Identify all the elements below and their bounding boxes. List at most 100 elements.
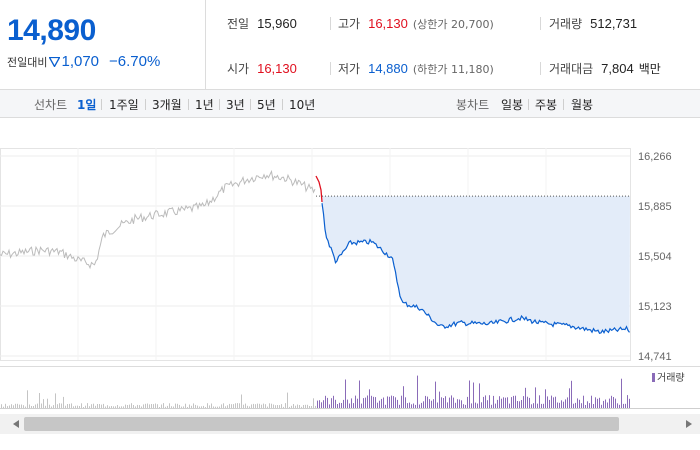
volume-bar	[105, 406, 106, 408]
candle-weekly[interactable]: 주봉	[535, 98, 558, 112]
volume-bar	[325, 395, 326, 408]
price-chart[interactable]: 16,266 15,885 15,504 15,123 14,741 거래량	[0, 118, 700, 450]
volume-legend-label: 거래량	[657, 372, 685, 384]
volume-bar	[399, 404, 400, 408]
volume-bar	[91, 404, 92, 408]
stock-quote-panel: 14,890 전일대비 1,070 −6.70% 전일 15,960 고가 16…	[0, 0, 700, 90]
volume-bar	[329, 404, 330, 408]
volume-bar	[589, 403, 590, 408]
volume-bar	[319, 400, 320, 408]
volume-bar	[575, 402, 576, 408]
period-1y[interactable]: 1년	[195, 98, 214, 112]
volume-bar	[261, 404, 262, 408]
volume-bar	[103, 403, 104, 408]
volume-bar	[463, 404, 464, 408]
volume-bar	[281, 404, 282, 408]
volume-bar	[611, 395, 612, 408]
change-value: 1,070	[61, 53, 100, 70]
volume-bar	[55, 393, 56, 408]
triangle-right-icon[interactable]	[686, 420, 692, 428]
period-1d[interactable]: 1일	[77, 98, 97, 112]
volume-bar	[475, 402, 476, 408]
scrollbar-thumb[interactable]	[24, 417, 619, 431]
volume-bar	[153, 404, 154, 408]
period-5y[interactable]: 5년	[257, 98, 276, 112]
volume-bar	[109, 406, 110, 408]
volume-bar	[439, 391, 440, 408]
volume-bar	[263, 403, 264, 408]
volume-bar	[275, 405, 276, 408]
period-3m[interactable]: 3개월	[152, 98, 182, 112]
volume-bar	[19, 404, 20, 408]
volume-bar	[385, 404, 386, 408]
volume-bar	[87, 403, 88, 408]
volume-bar	[375, 397, 376, 408]
volume-bar	[197, 405, 198, 408]
candle-monthly[interactable]: 월봉	[571, 98, 594, 112]
volume-bar	[17, 403, 18, 408]
volume-bar	[413, 403, 414, 408]
volume-bar	[163, 403, 164, 408]
triangle-left-icon[interactable]	[13, 420, 19, 428]
volume-bar	[539, 395, 540, 408]
volume-bar	[477, 403, 478, 408]
volume-bar	[601, 404, 602, 408]
volume-bar	[223, 403, 224, 408]
volume-bar	[273, 404, 274, 408]
volume-bar	[351, 398, 352, 408]
divider	[330, 17, 331, 30]
volume-bar	[595, 397, 596, 408]
volume-bar	[409, 402, 410, 408]
volume-bar	[569, 388, 570, 408]
volume-bar	[359, 380, 360, 408]
volume-bar	[67, 404, 68, 408]
volume-bar	[315, 405, 316, 408]
volume-bar	[373, 396, 374, 408]
volume-bar	[461, 400, 462, 408]
volume-bar	[491, 404, 492, 408]
volume-bar	[515, 395, 516, 408]
volume-bar	[145, 403, 146, 408]
volume-bar	[453, 397, 454, 408]
stat-open: 시가 16,130	[227, 60, 297, 77]
period-3y[interactable]: 3년	[226, 98, 245, 112]
volume-bar	[331, 398, 332, 408]
volume-bar	[349, 403, 350, 408]
period-1w[interactable]: 1주일	[109, 98, 139, 112]
candle-daily[interactable]: 일봉	[501, 98, 524, 112]
volume-bar	[201, 406, 202, 408]
volume-bar	[143, 404, 144, 408]
volume-bar	[307, 404, 308, 408]
volume-bar	[523, 396, 524, 408]
volume-bar	[565, 399, 566, 408]
volume-bar	[525, 387, 526, 408]
volume-bar	[53, 405, 54, 408]
volume-bar	[129, 404, 130, 408]
volume-bar	[43, 399, 44, 408]
volume-bar	[471, 403, 472, 408]
volume-bar	[411, 404, 412, 408]
volume-bar	[171, 406, 172, 408]
volume-value: 512,731	[590, 16, 638, 31]
line-chart-title: 선차트	[34, 98, 68, 112]
volume-bar	[299, 405, 300, 408]
volume-bar	[233, 404, 234, 408]
volume-bar	[397, 399, 398, 408]
trade-value-label: 거래대금	[549, 62, 594, 76]
volume-bar	[365, 397, 366, 408]
volume-bar	[33, 406, 34, 408]
volume-bar	[9, 405, 10, 408]
volume-bar	[293, 404, 294, 408]
volume-bar	[333, 395, 334, 408]
volume-bar	[627, 395, 628, 408]
volume-bar	[311, 406, 312, 408]
volume-bar	[581, 403, 582, 408]
volume-bar	[597, 398, 598, 408]
volume-bar	[173, 406, 174, 408]
period-10y[interactable]: 10년	[289, 98, 316, 112]
volume-bar	[345, 379, 346, 408]
volume-bar	[369, 389, 370, 408]
volume-bar	[405, 397, 406, 408]
volume-bar	[623, 403, 624, 408]
volume-bar	[235, 403, 236, 408]
